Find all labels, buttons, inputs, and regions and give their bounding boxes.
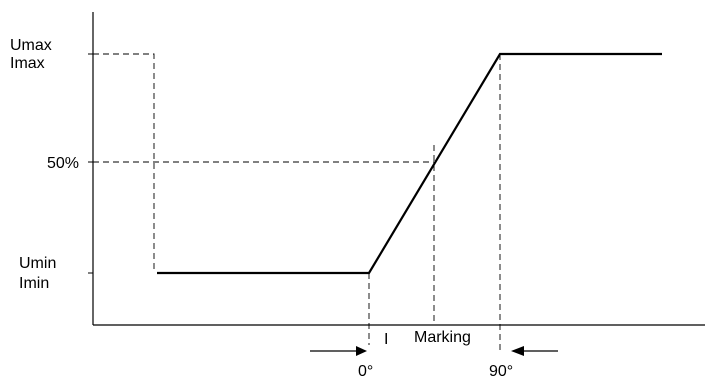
label-imin: Imin [19,275,49,292]
label-umax: Umax [10,37,52,54]
arrow-right [511,346,558,356]
arrow-left [310,346,367,356]
label-90-degree: 90° [489,363,513,380]
label-imax: Imax [10,55,45,72]
label-umin: Umin [19,255,56,272]
label-0-degree: 0° [358,363,373,380]
label-marking-tick: I [384,331,388,348]
characteristic-curve [157,52,662,275]
label-marking: Marking [414,329,471,346]
dashed-max-step [93,53,155,273]
dashed-guides [93,53,501,350]
label-50-percent: 50% [47,155,79,172]
